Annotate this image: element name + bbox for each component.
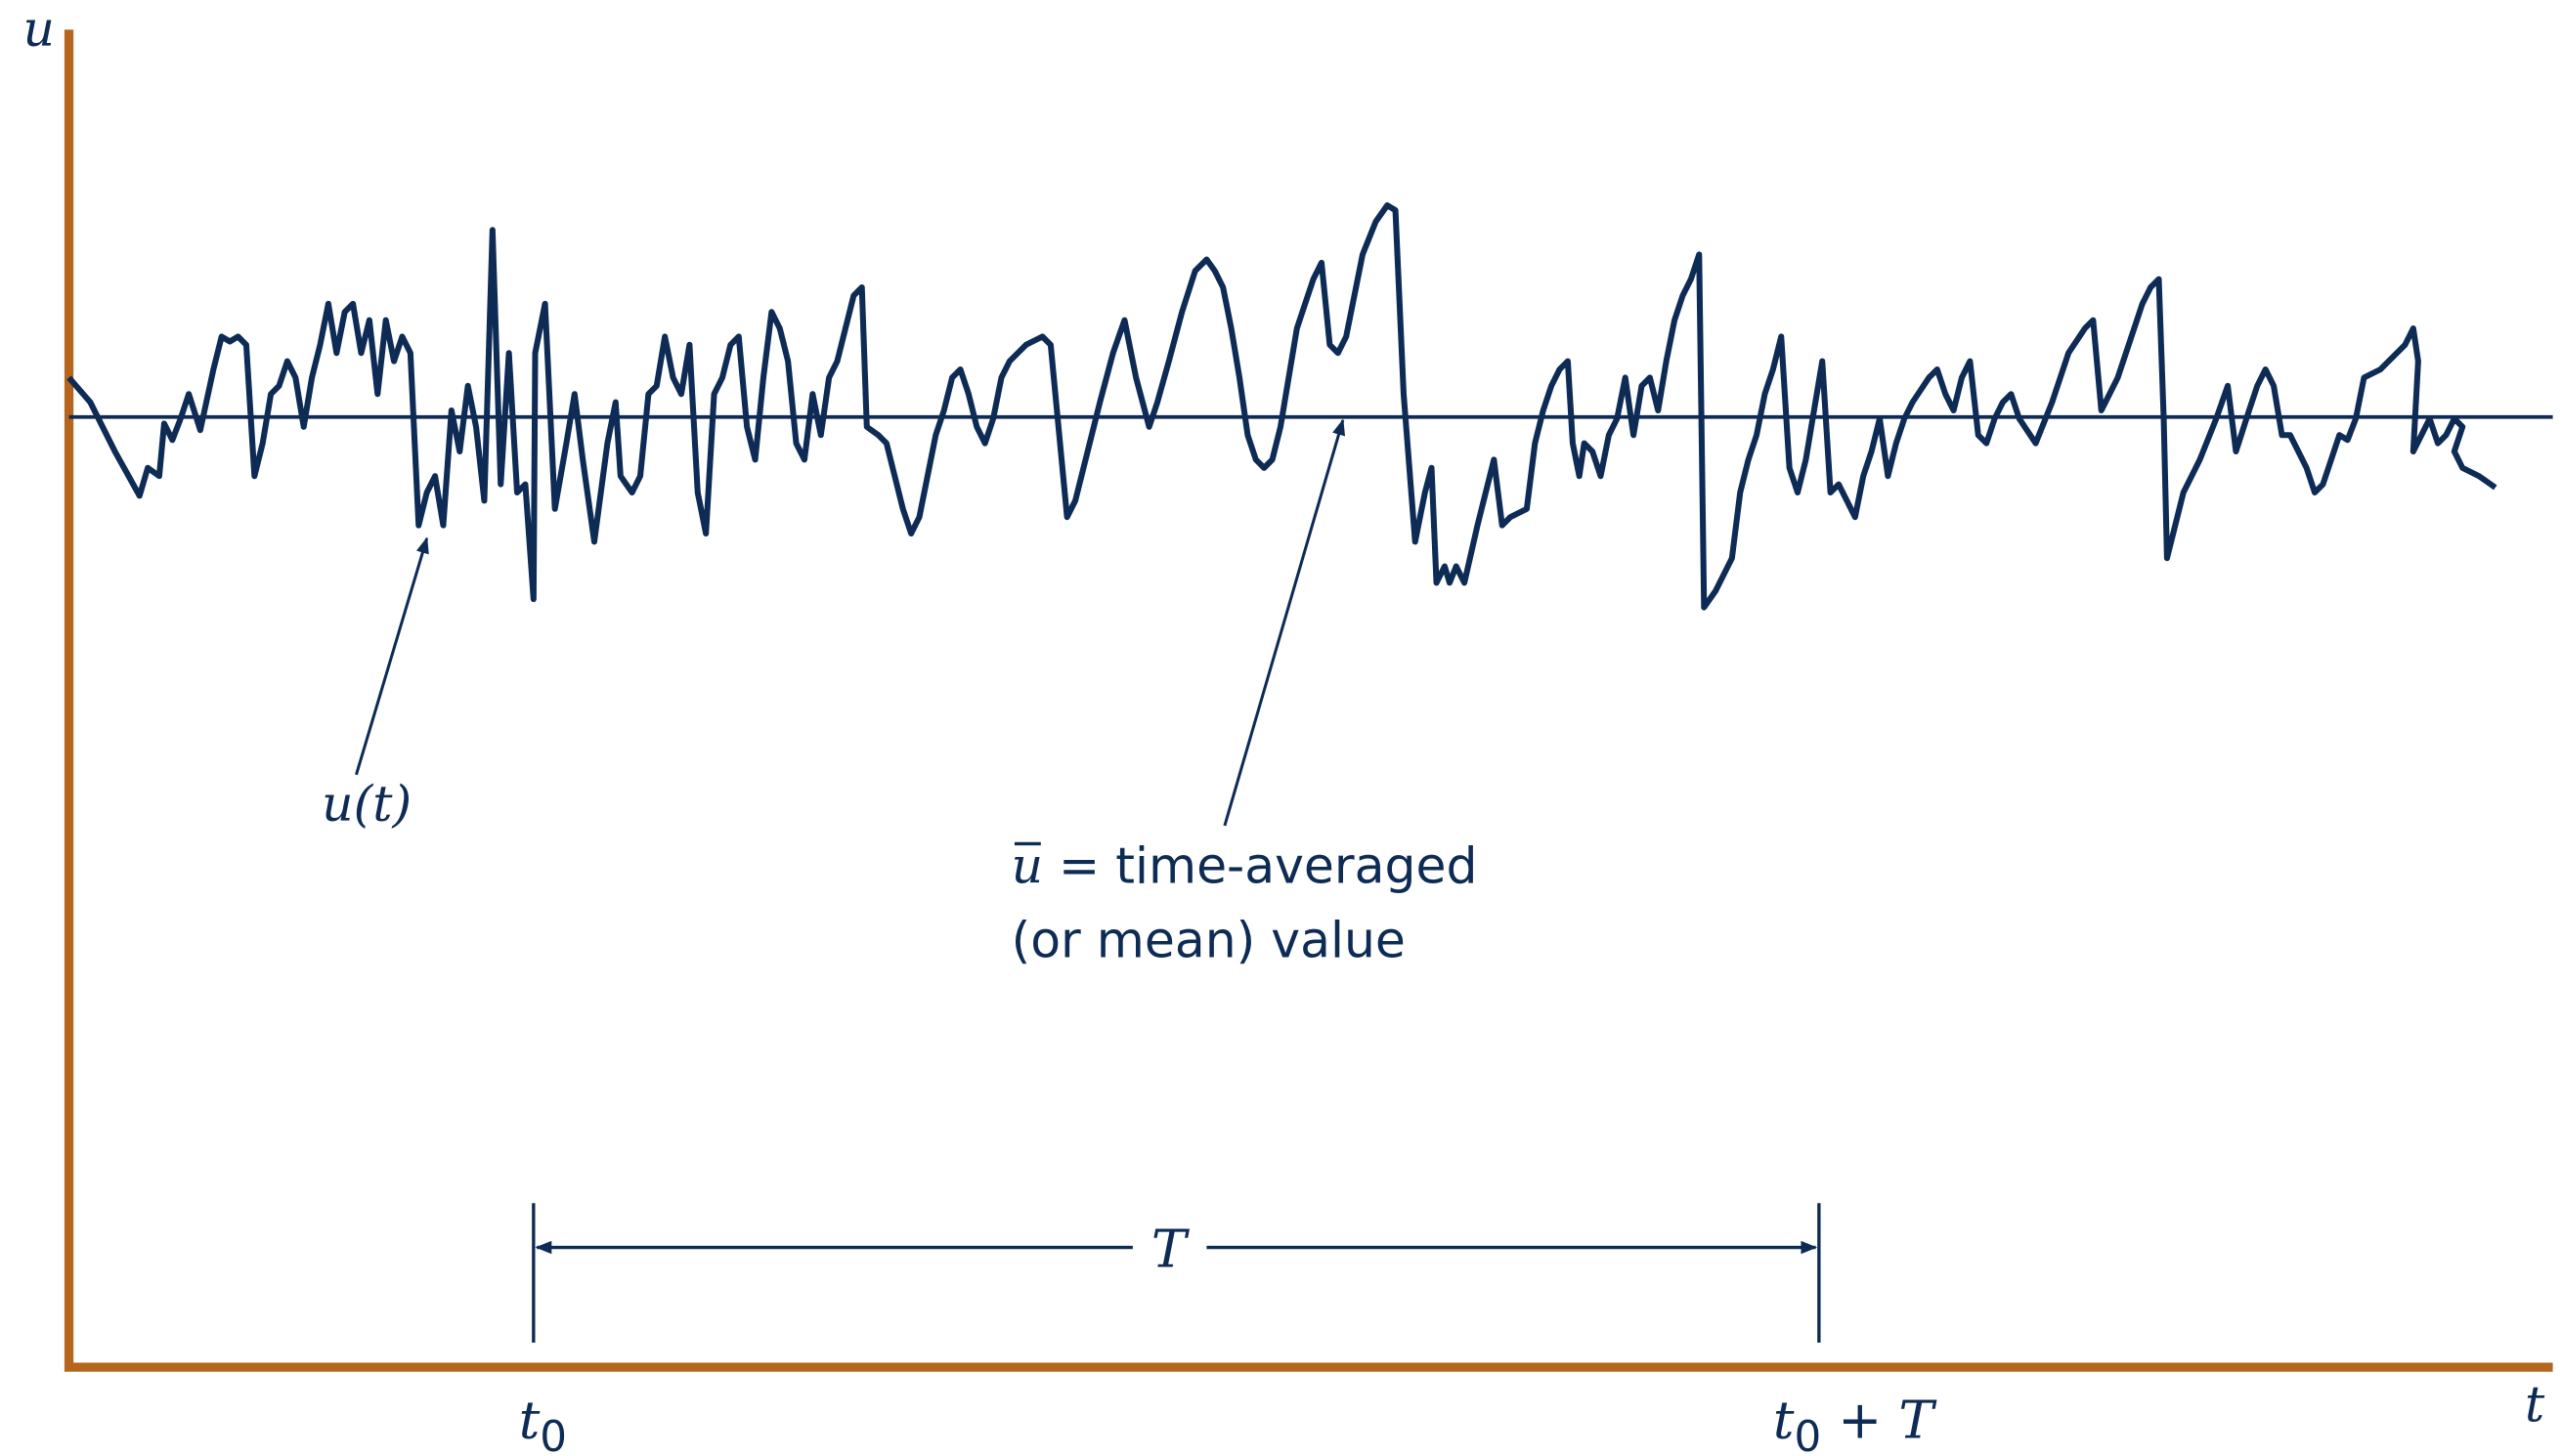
mean-label-line1: u = time-averaged <box>1012 837 1478 895</box>
x-axis-label: t <box>2525 1376 2545 1434</box>
mean-label-line2: (or mean) value <box>1012 911 1406 968</box>
signal-leader <box>355 536 429 776</box>
mean-leader <box>1223 418 1346 827</box>
t0-label: t0 <box>519 1389 567 1456</box>
y-axis-label: u <box>23 0 55 58</box>
velocity-signal <box>66 202 2497 611</box>
t0-plus-T-label: t0 + T <box>1773 1389 1938 1456</box>
interval-label: T <box>1151 1219 1191 1280</box>
axes <box>64 29 2553 1372</box>
signal-label: u(t) <box>322 775 412 833</box>
